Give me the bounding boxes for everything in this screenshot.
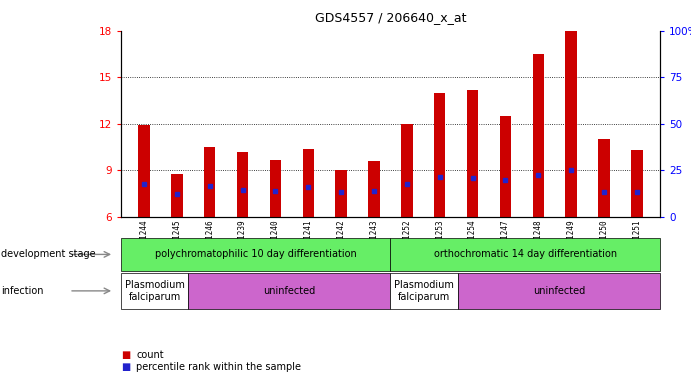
- Text: Plasmodium
falciparum: Plasmodium falciparum: [124, 280, 184, 302]
- Bar: [303, 149, 314, 217]
- Text: uninfected: uninfected: [533, 286, 585, 296]
- Text: ■: ■: [121, 350, 130, 360]
- Text: Plasmodium
falciparum: Plasmodium falciparum: [394, 280, 454, 302]
- Bar: [631, 150, 643, 217]
- Bar: [121, 273, 188, 309]
- Bar: [390, 273, 458, 309]
- Bar: [565, 31, 577, 217]
- Bar: [500, 116, 511, 217]
- Bar: [204, 147, 216, 217]
- Text: GDS4557 / 206640_x_at: GDS4557 / 206640_x_at: [314, 12, 466, 25]
- Text: infection: infection: [1, 286, 44, 296]
- Bar: [598, 139, 609, 217]
- Text: development stage: development stage: [1, 249, 96, 260]
- Bar: [467, 90, 478, 217]
- Text: percentile rank within the sample: percentile rank within the sample: [136, 362, 301, 372]
- Text: orthochromatic 14 day differentiation: orthochromatic 14 day differentiation: [433, 249, 617, 260]
- Text: polychromatophilic 10 day differentiation: polychromatophilic 10 day differentiatio…: [155, 249, 357, 260]
- Bar: [335, 170, 347, 217]
- Bar: [533, 54, 544, 217]
- Bar: [401, 124, 413, 217]
- Text: ■: ■: [121, 362, 130, 372]
- Text: uninfected: uninfected: [263, 286, 316, 296]
- Bar: [171, 174, 182, 217]
- Text: count: count: [136, 350, 164, 360]
- Bar: [188, 273, 390, 309]
- Bar: [237, 152, 248, 217]
- Bar: [458, 273, 660, 309]
- Bar: [138, 126, 150, 217]
- Bar: [121, 238, 390, 271]
- Bar: [434, 93, 446, 217]
- Bar: [269, 159, 281, 217]
- Bar: [390, 238, 660, 271]
- Bar: [368, 161, 380, 217]
